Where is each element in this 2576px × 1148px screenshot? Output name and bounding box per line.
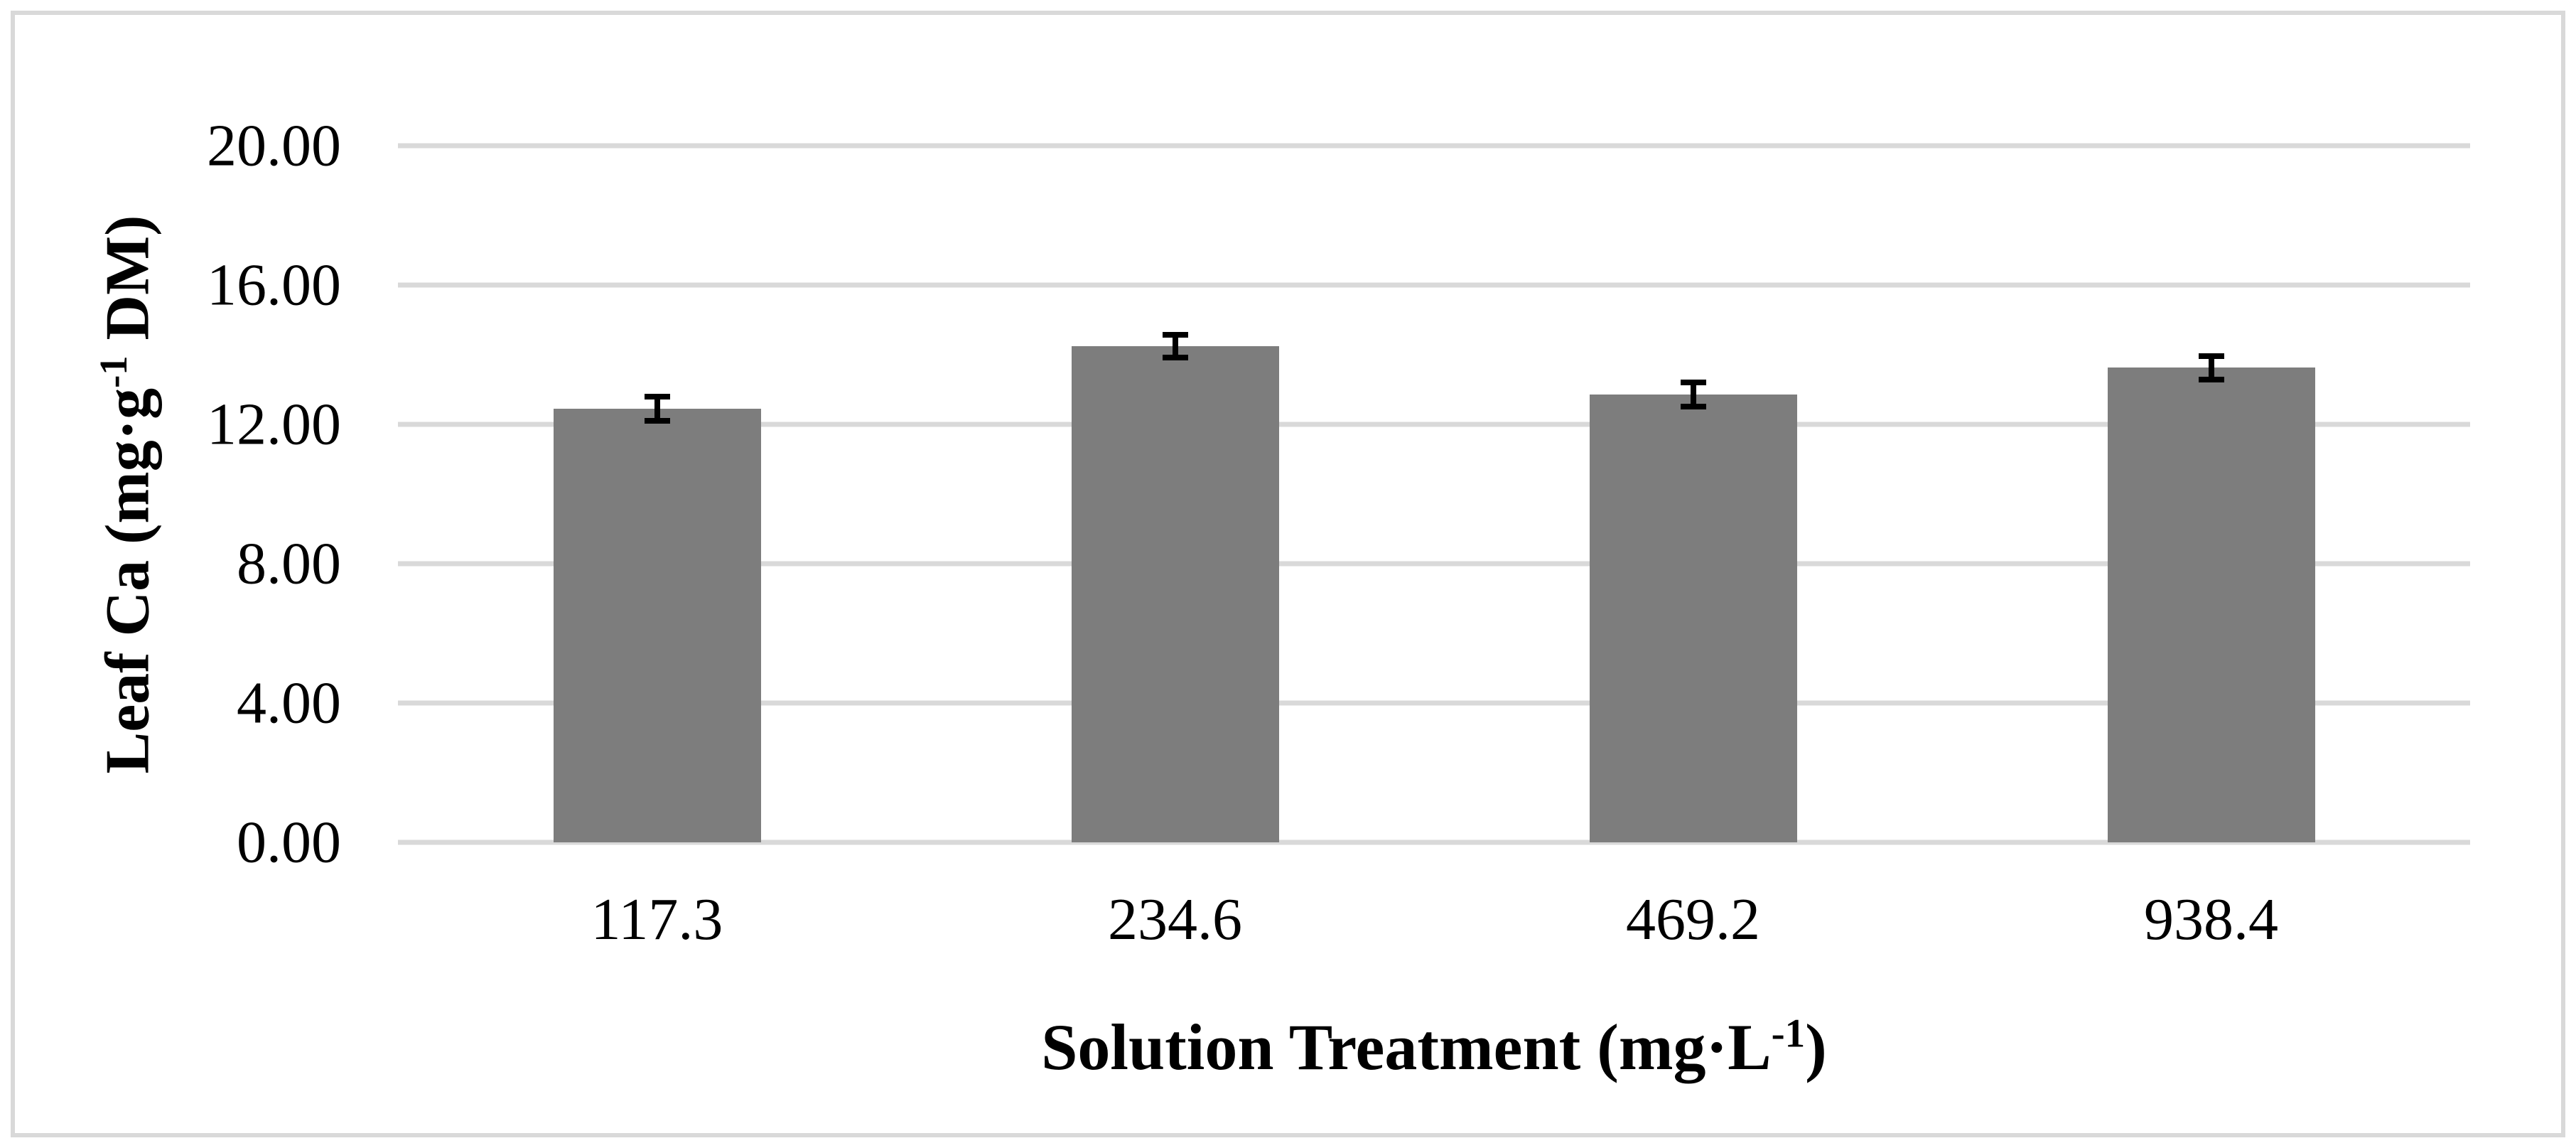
y-tick-label: 12.00	[207, 391, 341, 458]
y-axis-tick-labels: 0.00 4.00 8.00 12.00 16.00 20.00	[0, 113, 341, 876]
y-tick-label: 8.00	[237, 530, 341, 597]
x-axis-category-labels: 117.3 234.6 469.2 938.4	[398, 885, 2470, 970]
x-axis-title-main: Solution Treatment (mg·L	[1041, 1011, 1772, 1083]
x-axis-title: Solution Treatment (mg·L-1)	[398, 1009, 2470, 1085]
gridline	[398, 422, 2470, 427]
bar	[1589, 394, 1797, 842]
bar	[553, 408, 761, 842]
y-tick-label: 4.00	[237, 670, 341, 736]
x-category-label: 469.2	[1626, 886, 1760, 953]
gridline	[398, 839, 2470, 845]
x-category-label: 234.6	[1108, 886, 1242, 953]
y-tick-label: 0.00	[237, 809, 341, 876]
gridline	[398, 282, 2470, 288]
error-bar	[644, 393, 670, 424]
gridline	[398, 143, 2470, 149]
y-tick-label: 16.00	[207, 252, 341, 318]
plot-area	[398, 143, 2470, 845]
x-axis-title-superscript: -1	[1771, 1011, 1806, 1056]
y-tick-label: 20.00	[207, 112, 341, 179]
bar	[1071, 346, 1279, 842]
x-axis-title-suffix: )	[1805, 1011, 1827, 1083]
error-bar	[1162, 332, 1188, 361]
bar	[2107, 368, 2315, 842]
error-bar	[2198, 353, 2224, 382]
x-category-label: 117.3	[591, 886, 723, 953]
error-bar	[1680, 379, 1706, 409]
gridline	[398, 700, 2470, 706]
gridline	[398, 561, 2470, 567]
x-category-label: 938.4	[2144, 886, 2278, 953]
